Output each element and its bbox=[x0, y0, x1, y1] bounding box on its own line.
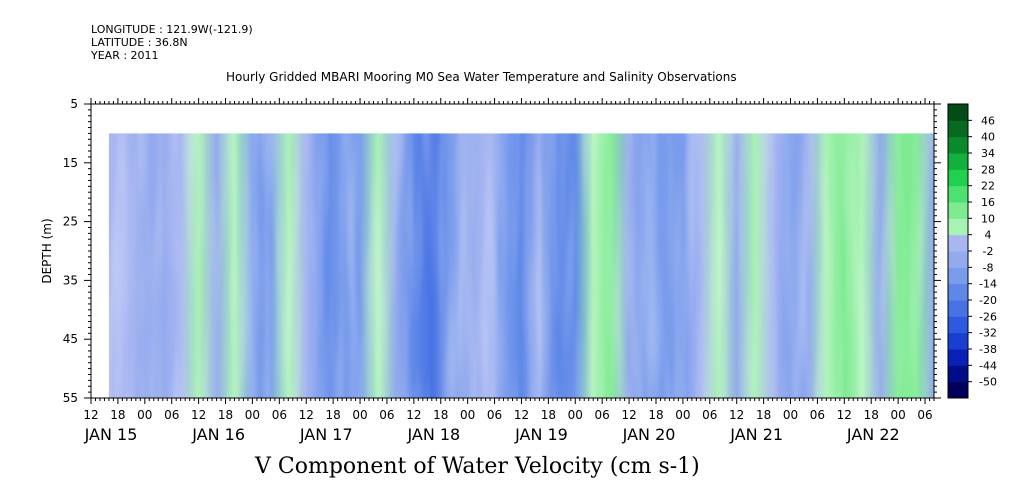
colorbar-swatch bbox=[948, 332, 968, 350]
colorbar-swatch bbox=[948, 169, 968, 187]
x-tick-label: 00 bbox=[568, 408, 583, 422]
colorbar: -50 -44 -38 -32 -26 -20 -14 -8 -2 4 10 16 22 28 34 40 46 bbox=[947, 103, 997, 399]
y-tick-label: 45 bbox=[63, 332, 78, 346]
x-day-label: JAN 18 bbox=[406, 425, 460, 444]
x-tick-label: 18 bbox=[110, 408, 125, 422]
x-tick-label: 12 bbox=[514, 408, 529, 422]
colorbar-tick-label: -32 bbox=[979, 327, 997, 340]
x-tick-label: 06 bbox=[272, 408, 287, 422]
colorbar-variable-label: V Component of Water Velocity (cm s-1) bbox=[255, 454, 700, 479]
colorbar-tick-label: -2 bbox=[983, 245, 994, 258]
colorbar-swatch bbox=[948, 300, 968, 317]
colorbar-swatch bbox=[948, 234, 968, 252]
x-tick-label: 00 bbox=[245, 408, 260, 422]
colorbar-swatch bbox=[948, 136, 968, 154]
colorbar-swatch bbox=[948, 202, 968, 219]
x-tick-label: 18 bbox=[756, 408, 771, 422]
x-day-label: JAN 16 bbox=[191, 425, 245, 444]
colorbar-swatch bbox=[948, 104, 968, 121]
x-tick-label: 12 bbox=[406, 408, 421, 422]
colorbar-swatch bbox=[948, 218, 968, 236]
latitude-label: LATITUDE : 36.8N bbox=[91, 36, 188, 49]
colorbar-swatch bbox=[948, 316, 968, 334]
colorbar-tick-label: 10 bbox=[981, 212, 995, 225]
colorbar-swatch bbox=[948, 120, 968, 138]
x-day-label: JAN 21 bbox=[729, 425, 783, 444]
x-tick-label: 06 bbox=[379, 408, 394, 422]
colorbar-tick-label: 16 bbox=[981, 196, 995, 209]
y-tick-label: 15 bbox=[63, 156, 78, 170]
y-tick-label: 55 bbox=[63, 391, 78, 405]
colorbar-tick-label: 22 bbox=[981, 180, 995, 193]
x-day-label: JAN 15 bbox=[84, 425, 138, 444]
plot-area bbox=[108, 133, 935, 398]
y-axis-label: DEPTH (m) bbox=[40, 218, 54, 283]
x-tick-label: 00 bbox=[783, 408, 798, 422]
longitude-label: LONGITUDE : 121.9W(-121.9) bbox=[91, 23, 253, 36]
colorbar-swatch bbox=[948, 283, 968, 301]
colorbar-swatch bbox=[948, 153, 968, 170]
colorbar-swatch bbox=[948, 251, 968, 268]
axes: 12 18 00 06 12 18 00 06 12 18 00 06 12 18 00 06 12 18 00 06… bbox=[40, 97, 941, 444]
x-day-label: JAN 19 bbox=[514, 425, 568, 444]
x-tick-label: 12 bbox=[191, 408, 206, 422]
colorbar-tick-label: -20 bbox=[979, 294, 997, 307]
x-tick-label: 18 bbox=[541, 408, 556, 422]
x-tick-label: 12 bbox=[83, 408, 98, 422]
x-day-label: JAN 20 bbox=[622, 425, 676, 444]
x-tick-label: 00 bbox=[675, 408, 690, 422]
colorbar-tick-label: 4 bbox=[985, 229, 992, 242]
x-tick-label: 18 bbox=[433, 408, 448, 422]
colorbar-tick-label: 46 bbox=[981, 114, 995, 127]
colorbar-tick-label: -38 bbox=[979, 343, 997, 356]
colorbar-swatch bbox=[948, 185, 968, 203]
x-tick-label: 12 bbox=[837, 408, 852, 422]
y-tick-label: 5 bbox=[70, 97, 78, 111]
x-tick-label: 06 bbox=[487, 408, 502, 422]
colorbar-swatch bbox=[948, 381, 968, 399]
x-tick-label: 00 bbox=[137, 408, 152, 422]
colorbar-tick-label: 40 bbox=[981, 131, 995, 144]
x-tick-label: 06 bbox=[810, 408, 825, 422]
colorbar-swatch bbox=[948, 349, 968, 366]
colorbar-tick-label: -26 bbox=[979, 310, 997, 323]
x-tick-label: 06 bbox=[702, 408, 717, 422]
x-tick-label: 06 bbox=[164, 408, 179, 422]
x-day-label: JAN 22 bbox=[846, 425, 900, 444]
colorbar-swatch bbox=[948, 267, 968, 285]
year-label: YEAR : 2011 bbox=[91, 49, 159, 62]
x-tick-label: 00 bbox=[890, 408, 905, 422]
colorbar-tick-label: 34 bbox=[981, 147, 995, 160]
x-tick-label: 18 bbox=[648, 408, 663, 422]
x-tick-label: 18 bbox=[218, 408, 233, 422]
x-tick-label: 18 bbox=[325, 408, 340, 422]
colorbar-tick-label: -50 bbox=[979, 376, 997, 389]
y-tick-label: 35 bbox=[63, 273, 78, 287]
colorbar-tick-label: -44 bbox=[979, 359, 997, 372]
heatmap-texture bbox=[108, 133, 935, 398]
x-tick-label: 06 bbox=[595, 408, 610, 422]
x-tick-label: 12 bbox=[729, 408, 744, 422]
chart-title: Hourly Gridded MBARI Mooring M0 Sea Wate… bbox=[226, 70, 737, 84]
x-tick-label: 00 bbox=[460, 408, 475, 422]
y-tick-label: 25 bbox=[63, 215, 78, 229]
x-tick-label: 18 bbox=[864, 408, 879, 422]
x-day-label: JAN 17 bbox=[299, 425, 353, 444]
colorbar-swatch bbox=[948, 365, 968, 383]
colorbar-tick-label: -14 bbox=[979, 278, 997, 291]
colorbar-tick-label: -8 bbox=[983, 261, 994, 274]
x-tick-label: 12 bbox=[621, 408, 636, 422]
colorbar-tick-label: 28 bbox=[981, 163, 995, 176]
x-tick-label: 06 bbox=[917, 408, 932, 422]
x-tick-label: 00 bbox=[352, 408, 367, 422]
x-tick-label: 12 bbox=[299, 408, 314, 422]
